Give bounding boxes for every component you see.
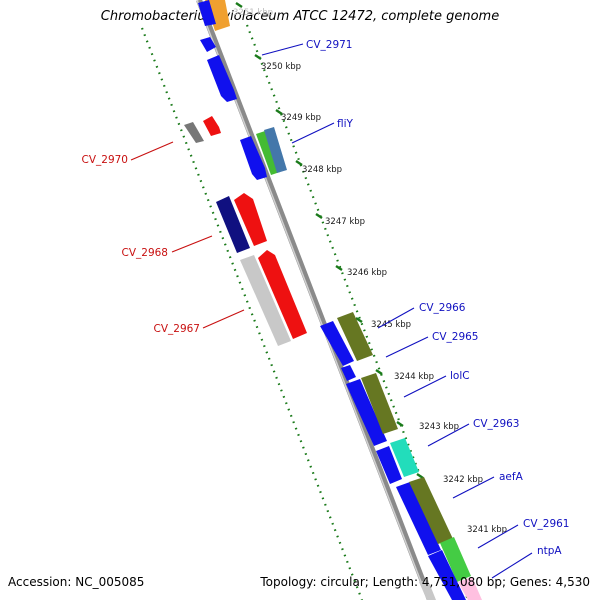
tick-mark <box>235 2 243 8</box>
tick-mark <box>375 369 383 375</box>
tick-mark <box>416 473 424 479</box>
leader-line <box>385 336 429 358</box>
backbone-highlight <box>196 0 429 600</box>
outer-tick-ruler <box>140 27 364 600</box>
tick-label: 3247 kbp <box>325 217 365 227</box>
feature-label[interactable]: CV_2963 <box>473 418 520 430</box>
tick-label: 3250 kbp <box>261 62 301 72</box>
gene-feature[interactable] <box>341 365 356 381</box>
inner-tick-ruler <box>245 24 470 600</box>
tick-mark <box>335 265 343 271</box>
tick-marks <box>235 2 444 530</box>
feature-label[interactable]: lolC <box>450 370 470 382</box>
gene-feature[interactable] <box>234 193 267 246</box>
feature-label[interactable]: CV_2965 <box>432 331 479 343</box>
accession-text: Accession: NC_005085 <box>8 575 145 589</box>
gene-feature[interactable] <box>256 131 280 175</box>
feature-label[interactable]: aefA <box>499 471 524 483</box>
backbone-track <box>196 0 433 600</box>
leader-line <box>291 122 335 144</box>
tick-label: 3245 kbp <box>371 320 411 330</box>
feature-label[interactable]: fliY <box>337 118 354 130</box>
gene-feature[interactable] <box>264 127 287 173</box>
gene-feature[interactable] <box>346 379 387 446</box>
gene-feature[interactable] <box>396 482 441 555</box>
gene-feature[interactable] <box>258 250 307 339</box>
tick-mark <box>295 160 303 166</box>
tick-label: 3251 kbp <box>233 8 273 18</box>
tick-label: 3248 kbp <box>302 165 342 175</box>
gene-feature[interactable] <box>376 446 402 484</box>
gene-feature[interactable] <box>361 373 398 434</box>
leader-line <box>130 141 174 161</box>
leader-line <box>452 476 495 499</box>
leader-line <box>491 552 533 579</box>
gene-feature[interactable] <box>216 196 250 253</box>
leader-line <box>477 524 519 549</box>
gene-feature[interactable] <box>337 312 373 361</box>
feature-label[interactable]: CV_2971 <box>306 39 353 51</box>
gene-feature[interactable] <box>409 477 453 544</box>
feature-label[interactable]: CV_2968 <box>122 247 169 259</box>
gene-feature[interactable] <box>440 537 471 582</box>
tick-label: 3244 kbp <box>394 372 434 382</box>
reverse-strand-features <box>184 116 307 346</box>
feature-label[interactable]: ntpA <box>537 545 562 557</box>
gene-feature[interactable] <box>203 116 221 136</box>
tick-label: 3246 kbp <box>347 268 387 278</box>
feature-label[interactable]: CV_2966 <box>419 302 466 314</box>
tick-mark <box>275 109 283 115</box>
gene-feature[interactable] <box>207 55 237 102</box>
feature-label[interactable]: CV_2970 <box>82 154 129 166</box>
leader-line <box>202 309 245 329</box>
tick-label: 3241 kbp <box>467 525 507 535</box>
leader-line <box>171 235 213 253</box>
gene-feature[interactable] <box>428 550 466 600</box>
tick-mark <box>355 317 363 323</box>
feature-label[interactable]: CV_2961 <box>523 518 570 530</box>
gene-feature[interactable] <box>200 37 216 52</box>
gene-feature[interactable] <box>240 136 267 180</box>
gene-feature[interactable] <box>390 438 419 477</box>
feature-label[interactable]: CV_2967 <box>154 323 201 335</box>
gene-feature[interactable] <box>320 321 354 366</box>
leader-line <box>261 43 304 56</box>
tick-label: 3243 kbp <box>419 422 459 432</box>
topology-text: Topology: circular; Length: 4,751,080 bp… <box>260 575 590 589</box>
tick-mark <box>315 213 323 219</box>
tick-mark <box>254 54 262 60</box>
tick-mark <box>396 421 404 427</box>
gene-feature[interactable] <box>198 0 216 26</box>
gene-feature[interactable] <box>458 577 482 600</box>
gene-feature[interactable] <box>240 255 291 346</box>
leader-line <box>403 375 447 398</box>
leader-line <box>427 423 470 447</box>
gene-feature[interactable] <box>419 580 436 600</box>
leader-line <box>377 307 415 329</box>
tick-label: 3242 kbp <box>443 475 483 485</box>
feature-leader-lines <box>130 43 533 579</box>
map-title: Chromobacterium violaceum ATCC 12472, co… <box>100 9 500 24</box>
tick-label: 3249 kbp <box>281 113 321 123</box>
forward-strand-features <box>198 0 482 600</box>
gene-feature[interactable] <box>184 122 204 143</box>
